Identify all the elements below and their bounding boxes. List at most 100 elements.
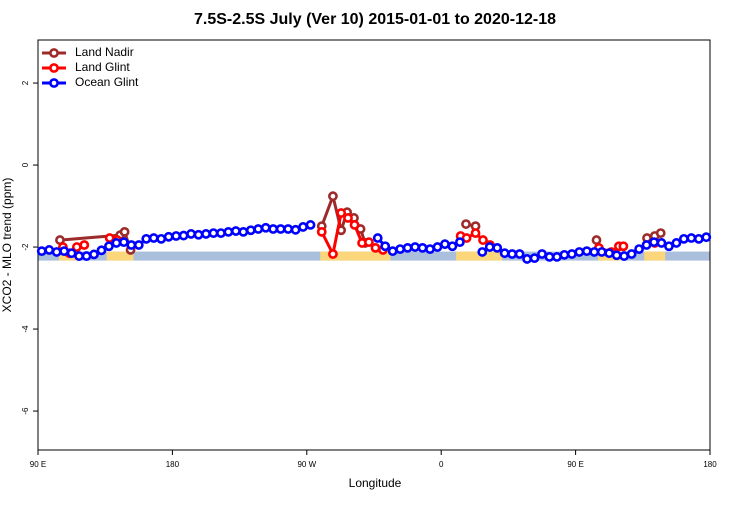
data-point bbox=[447, 241, 458, 252]
land-span bbox=[644, 251, 666, 261]
data-point bbox=[507, 249, 518, 259]
data-point bbox=[522, 254, 532, 264]
data-point bbox=[111, 238, 122, 248]
data-point bbox=[81, 251, 92, 261]
data-point bbox=[701, 232, 712, 243]
data-point bbox=[552, 251, 562, 262]
data-point bbox=[425, 244, 435, 254]
y-tick-label: -2 bbox=[21, 243, 30, 251]
data-point bbox=[664, 241, 674, 252]
data-point bbox=[178, 230, 189, 241]
data-point bbox=[581, 246, 592, 257]
data-point bbox=[133, 240, 144, 250]
x-tick-label: 90 W bbox=[297, 460, 316, 469]
data-point bbox=[51, 247, 62, 257]
legend-label: Land Nadir bbox=[75, 45, 134, 59]
legend-marker bbox=[49, 63, 59, 73]
data-point bbox=[477, 247, 488, 257]
data-point bbox=[59, 246, 70, 257]
data-point bbox=[119, 226, 130, 237]
data-point bbox=[591, 235, 602, 245]
data-point bbox=[186, 229, 196, 239]
data-point bbox=[118, 237, 129, 248]
data-point bbox=[596, 247, 607, 257]
data-point bbox=[230, 226, 241, 236]
data-point bbox=[298, 222, 308, 232]
land-span bbox=[106, 251, 134, 261]
data-point bbox=[316, 226, 327, 237]
x-tick-label: 180 bbox=[703, 460, 717, 469]
data-point bbox=[417, 242, 428, 253]
x-axis-label: Longitude bbox=[349, 476, 402, 490]
data-point bbox=[126, 240, 137, 250]
data-point bbox=[461, 233, 472, 243]
data-point bbox=[649, 237, 659, 248]
plot-frame bbox=[37, 39, 711, 451]
data-point bbox=[305, 220, 316, 230]
land-span bbox=[456, 251, 503, 261]
x-tick-label: 90 E bbox=[567, 460, 583, 469]
land-span bbox=[320, 251, 391, 261]
data-point bbox=[260, 222, 271, 233]
series-line bbox=[63, 213, 655, 254]
legend-marker bbox=[49, 48, 59, 58]
data-point bbox=[655, 228, 666, 239]
data-point bbox=[402, 242, 413, 253]
legend-label: Land Glint bbox=[75, 60, 130, 74]
data-point bbox=[478, 235, 488, 245]
data-point bbox=[499, 248, 510, 259]
data-point bbox=[514, 249, 525, 259]
legend-marker bbox=[49, 78, 59, 88]
data-point bbox=[619, 251, 630, 261]
chart-title: 7.5S-2.5S July (Ver 10) 2015-01-01 to 20… bbox=[194, 11, 556, 28]
data-point bbox=[686, 233, 697, 243]
data-point bbox=[349, 220, 360, 230]
data-point bbox=[611, 250, 622, 261]
y-tick-label: -6 bbox=[21, 407, 30, 415]
y-axis-label: XCO2 - MLO trend (ppm) bbox=[0, 178, 14, 313]
data-point bbox=[238, 226, 249, 237]
data-point bbox=[223, 226, 234, 237]
data-point bbox=[193, 229, 204, 240]
data-point bbox=[454, 237, 465, 248]
data-point bbox=[208, 228, 219, 239]
data-point bbox=[96, 245, 107, 256]
data-point bbox=[328, 191, 338, 202]
data-point bbox=[566, 249, 577, 259]
data-point bbox=[395, 244, 406, 254]
legend-label: Ocean Glint bbox=[75, 75, 139, 89]
data-point bbox=[290, 224, 301, 235]
data-point bbox=[201, 229, 211, 239]
data-point bbox=[604, 248, 615, 259]
data-point bbox=[156, 233, 167, 244]
x-tick-label: 180 bbox=[166, 460, 180, 469]
data-point bbox=[283, 224, 294, 234]
y-tick-label: 0 bbox=[21, 162, 30, 167]
data-point bbox=[618, 241, 629, 252]
data-point bbox=[484, 242, 495, 252]
data-point bbox=[66, 248, 77, 259]
data-point bbox=[492, 242, 503, 253]
data-point bbox=[245, 225, 256, 236]
data-point bbox=[171, 231, 182, 241]
data-point bbox=[589, 247, 600, 257]
y-tick-label: 2 bbox=[21, 80, 30, 85]
data-point bbox=[104, 241, 114, 252]
data-point bbox=[79, 240, 90, 250]
data-point bbox=[163, 231, 174, 242]
data-point bbox=[141, 233, 152, 244]
data-point bbox=[634, 244, 644, 254]
data-point bbox=[432, 242, 443, 252]
data-point bbox=[537, 249, 547, 259]
data-point bbox=[678, 233, 689, 244]
data-point bbox=[364, 237, 374, 248]
data-point bbox=[253, 224, 264, 234]
data-point bbox=[410, 242, 420, 252]
data-point bbox=[574, 247, 585, 257]
data-point bbox=[656, 238, 667, 248]
data-point bbox=[671, 238, 682, 248]
data-point bbox=[74, 251, 84, 261]
data-point bbox=[626, 249, 637, 259]
data-point bbox=[380, 241, 391, 252]
